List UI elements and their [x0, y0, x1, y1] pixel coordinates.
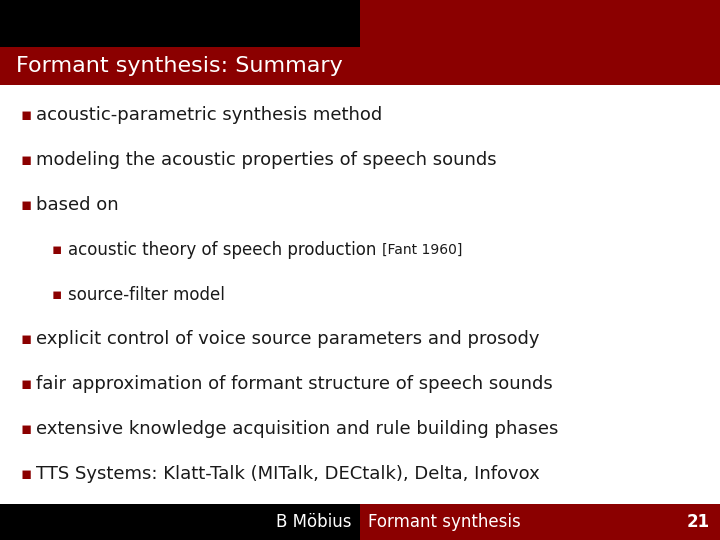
- Bar: [360, 0, 720, 47]
- Text: ▪: ▪: [20, 330, 31, 348]
- Text: ▪: ▪: [52, 287, 63, 302]
- Bar: [0, 47, 720, 85]
- Text: Formant synthesis: Formant synthesis: [368, 513, 521, 531]
- Text: ▪: ▪: [20, 151, 31, 169]
- Text: extensive knowledge acquisition and rule building phases: extensive knowledge acquisition and rule…: [36, 420, 559, 438]
- Text: ▪: ▪: [20, 106, 31, 124]
- Text: 21: 21: [687, 513, 710, 531]
- Text: ▪: ▪: [20, 464, 31, 483]
- Text: [Fant 1960]: [Fant 1960]: [382, 242, 462, 256]
- Text: source-filter model: source-filter model: [68, 286, 225, 303]
- Bar: [0, 0, 360, 47]
- Text: modeling the acoustic properties of speech sounds: modeling the acoustic properties of spee…: [36, 151, 497, 169]
- Text: TTS Systems: Klatt-Talk (MITalk, DECtalk), Delta, Infovox: TTS Systems: Klatt-Talk (MITalk, DECtalk…: [36, 464, 540, 483]
- Text: ▪: ▪: [52, 242, 63, 257]
- Text: Formant synthesis: Summary: Formant synthesis: Summary: [16, 56, 343, 76]
- Text: fair approximation of formant structure of speech sounds: fair approximation of formant structure …: [36, 375, 553, 393]
- Text: ▪: ▪: [20, 375, 31, 393]
- Bar: [0, 504, 360, 540]
- Text: acoustic-parametric synthesis method: acoustic-parametric synthesis method: [36, 106, 382, 124]
- Bar: [360, 504, 720, 540]
- Text: ▪: ▪: [20, 420, 31, 438]
- Text: ▪: ▪: [20, 196, 31, 214]
- Text: B Möbius: B Möbius: [276, 513, 352, 531]
- Text: based on: based on: [36, 196, 119, 214]
- Text: explicit control of voice source parameters and prosody: explicit control of voice source paramet…: [36, 330, 539, 348]
- Text: acoustic theory of speech production: acoustic theory of speech production: [68, 241, 382, 259]
